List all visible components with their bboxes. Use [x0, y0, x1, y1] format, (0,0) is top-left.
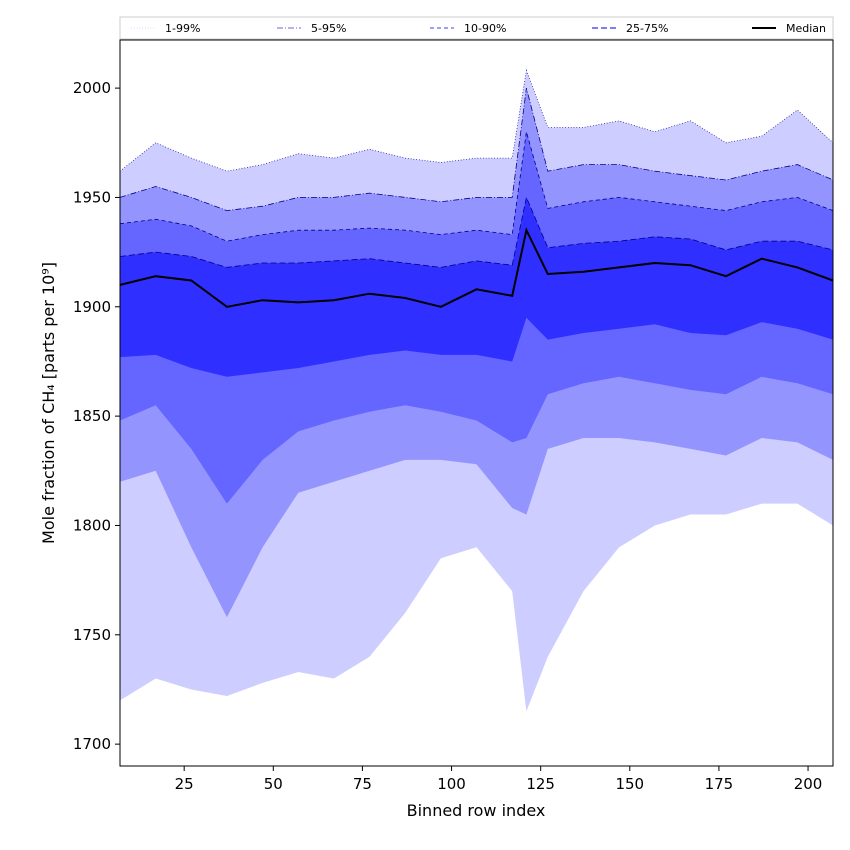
x-tick-label: 100 [437, 775, 466, 793]
y-tick-label: 1950 [73, 188, 111, 206]
x-tick-label: 50 [264, 775, 283, 793]
y-axis-label: Mole fraction of CH₄ [parts per 10⁹] [39, 262, 58, 544]
legend-label: 10-90% [464, 22, 506, 35]
legend-label: 25-75% [626, 22, 668, 35]
y-tick-label: 1700 [73, 735, 111, 753]
x-tick-label: 25 [175, 775, 194, 793]
x-axis-ticks: 25 50 75 100 125 150 175 200 [175, 766, 823, 793]
y-tick-label: 2000 [73, 79, 111, 97]
x-tick-label: 150 [615, 775, 644, 793]
percentile-bands [120, 70, 833, 712]
plot-frame [119, 39, 834, 767]
x-tick-label: 75 [353, 775, 372, 793]
y-axis-ticks: 1700 1750 1800 1850 1900 1950 2000 [73, 79, 120, 753]
x-axis-label: Binned row index [407, 801, 546, 820]
band-5-95-upper-line [119, 88, 834, 212]
median-line [119, 227, 834, 308]
x-tick-label: 175 [705, 775, 734, 793]
legend-box [119, 16, 834, 40]
legend-label: Median [786, 22, 826, 35]
y-tick-label: 1750 [73, 626, 111, 644]
legend: 1-99% 5-95% 10-90% 25-75% Median [119, 16, 834, 40]
x-tick-label: 200 [794, 775, 823, 793]
y-tick-label: 1850 [73, 407, 111, 425]
y-tick-label: 1900 [73, 298, 111, 316]
x-tick-label: 125 [526, 775, 555, 793]
band-25-75-upper-line [119, 196, 834, 268]
band-25-75 [120, 197, 833, 377]
band-10-90-upper-line [119, 131, 834, 242]
legend-label: 1-99% [165, 22, 200, 35]
band-1-99-upper-line [119, 69, 834, 172]
series-lines [119, 69, 834, 308]
y-tick-label: 1800 [73, 516, 111, 534]
legend-label: 5-95% [311, 22, 346, 35]
